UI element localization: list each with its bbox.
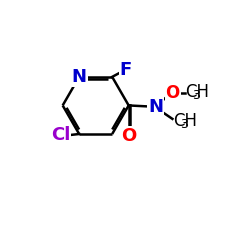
Text: N: N — [148, 98, 163, 116]
Text: Cl: Cl — [51, 126, 70, 144]
Text: F: F — [120, 60, 132, 78]
Text: CH: CH — [186, 83, 210, 101]
Text: N: N — [72, 68, 87, 86]
Text: 3: 3 — [192, 89, 200, 102]
Text: O: O — [166, 84, 180, 102]
Text: O: O — [121, 127, 136, 145]
Text: 3: 3 — [180, 118, 188, 130]
Text: CH: CH — [173, 112, 197, 130]
